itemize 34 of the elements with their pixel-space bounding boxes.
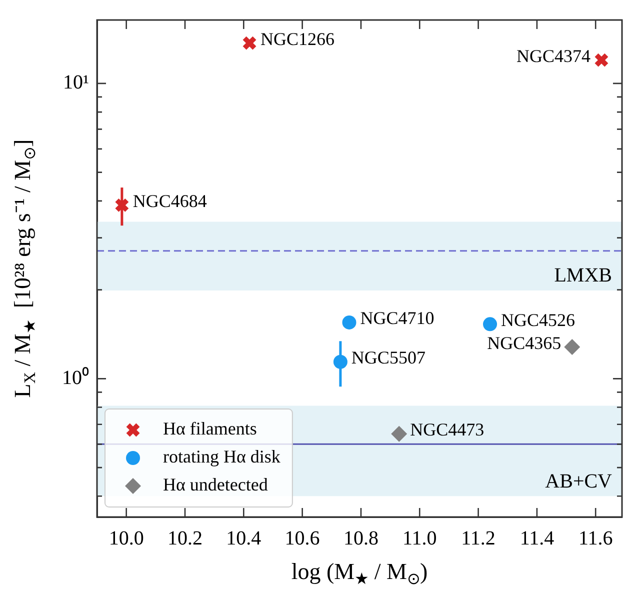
y-tick-label: 10⁰: [62, 366, 89, 389]
annotation: NGC4365: [487, 332, 562, 353]
point: [333, 354, 348, 369]
point: [391, 426, 408, 442]
annotation: NGC1266: [260, 28, 335, 49]
annotation: NGC4473: [410, 420, 484, 440]
annotation: NGC4374: [516, 46, 590, 66]
x-tick-label: 10.8: [343, 527, 378, 550]
point: [564, 339, 580, 356]
x-tick-label: 11.6: [578, 527, 613, 550]
point: [342, 315, 356, 330]
x-tick-label: 10.2: [167, 527, 202, 550]
annotation: NGC4684: [132, 190, 207, 211]
point: [114, 198, 130, 213]
y-tick-label: 10¹: [63, 72, 89, 94]
y-axis-title: LX / M★ [10²⁸ erg s⁻¹ / M⊙]: [10, 139, 40, 398]
x-tick-label: 11.2: [461, 527, 496, 550]
x-tick-label: 11.0: [402, 527, 437, 550]
point: [483, 317, 498, 332]
legend-label: Hα filaments: [163, 418, 257, 439]
x-tick-label: 10.6: [284, 527, 320, 550]
annotation: NGC4526: [501, 310, 576, 330]
annotation: NGC5507: [351, 348, 426, 368]
x-tick-label: 10.0: [108, 527, 144, 550]
x-axis-title: log (M★ / M⊙): [291, 559, 428, 588]
x-tick-label: 11.4: [520, 527, 554, 550]
legend-label: Hα undetected: [163, 474, 268, 495]
annotation: NGC4710: [360, 308, 434, 328]
band-label: AB+CV: [545, 470, 613, 492]
band-label: LMXB: [554, 264, 612, 287]
point: [242, 36, 257, 51]
point: [594, 52, 609, 68]
legend-label: rotating Hα disk: [163, 446, 280, 467]
x-tick-label: 10.4: [226, 527, 262, 550]
